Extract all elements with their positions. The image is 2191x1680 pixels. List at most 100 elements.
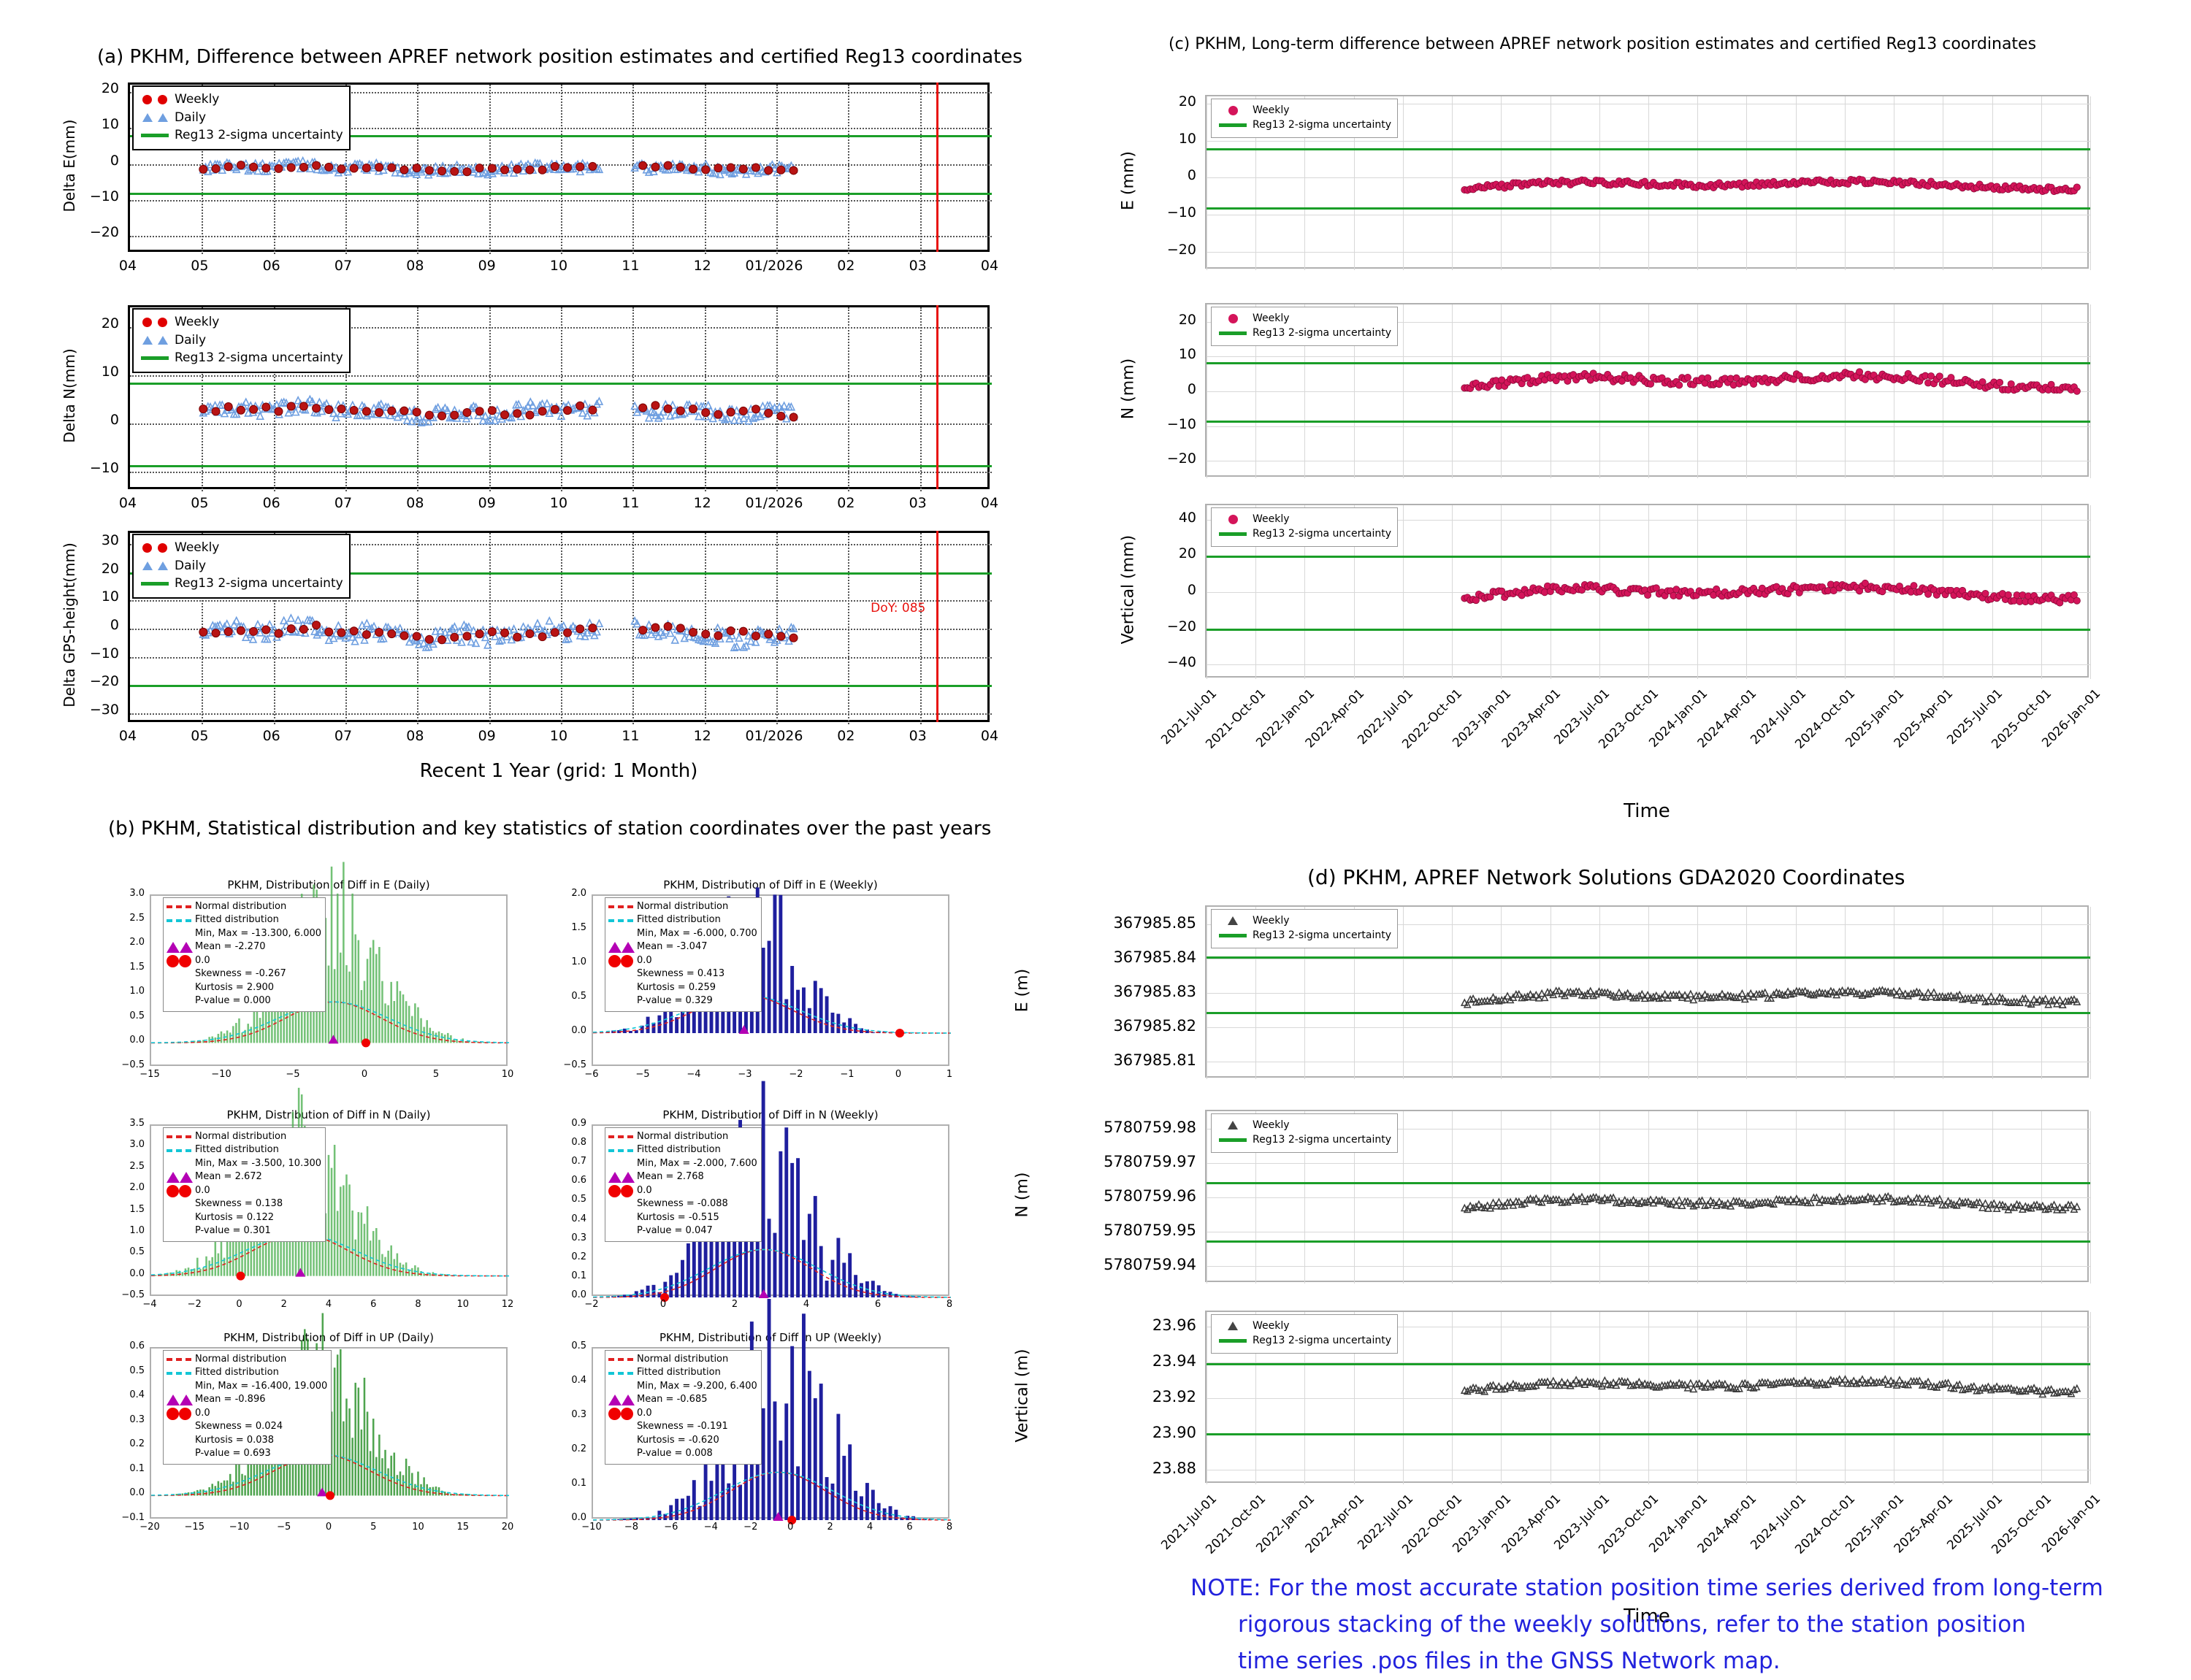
legend-daily: Daily (139, 109, 343, 127)
stats-minmax: Min, Max = -16.400, 19.000 (195, 1380, 327, 1393)
legend-weekly: Weekly (1217, 103, 1391, 118)
legend-label: Weekly (1253, 1319, 1290, 1333)
x-tick-label: 0 (335, 1069, 394, 1080)
panel-b-chart-title-0: PKHM, Distribution of Diff in E (Daily) (150, 878, 508, 891)
stats-normal-row: Normal distribution (608, 1130, 757, 1143)
y-tick-label: 1.5 (104, 1204, 145, 1215)
stats-skewness-row: Skewness = -0.267 (167, 967, 321, 981)
y-tick-label: 0.5 (104, 1246, 145, 1257)
legend-weekly: Weekly (1217, 1319, 1391, 1333)
legend-label: Reg13 2-sigma uncertainty (175, 575, 343, 593)
stats-skewness: Skewness = 0.024 (195, 1420, 283, 1433)
x-tick-label: 2024-Oct-01 (1767, 1492, 1858, 1582)
y-tick-label: 23.90 (1039, 1424, 1196, 1441)
x-tick-label: 2025-Oct-01 (1963, 686, 2054, 777)
x-tick-label: 2021-Oct-01 (1178, 686, 1269, 777)
panel-a-xlabel: Recent 1 Year (grid: 1 Month) (340, 760, 778, 782)
paneld-ylabel-1: N (m) (1014, 1115, 1032, 1276)
x-tick-label: 8 (920, 1522, 979, 1533)
y-tick-label: 0.2 (546, 1443, 586, 1454)
stats-kurtosis-row: Kurtosis = 0.122 (167, 1211, 321, 1224)
stats-zero-row: 0.0 (167, 1184, 321, 1197)
stats-kurtosis: Kurtosis = 0.259 (637, 981, 716, 994)
y-tick-label: 10 (1145, 131, 1196, 147)
y-tick-label: −0.5 (546, 1059, 586, 1070)
y-tick-label: 0.0 (104, 1035, 145, 1046)
stats-fitted-label: Fitted distribution (637, 1143, 721, 1157)
x-tick-label: 2025-Jan-01 (1816, 686, 1907, 777)
y-tick-label: 40 (1145, 510, 1196, 526)
legend-label: Weekly (1253, 913, 1290, 928)
y-tick-label: 3.5 (104, 1118, 145, 1129)
legend-label: Reg13 2-sigma uncertainty (1253, 118, 1391, 132)
stats-pvalue: P-value = 0.000 (195, 994, 271, 1008)
stats-fitted-label: Fitted distribution (195, 913, 279, 927)
x-tick-label: 2024-Jan-01 (1620, 1492, 1710, 1582)
y-tick-label: 5780759.98 (1039, 1119, 1196, 1136)
stats-kurtosis-row: Kurtosis = 2.900 (167, 981, 321, 994)
current-doy-line-2 (936, 531, 938, 722)
y-tick-label: 0.5 (546, 1340, 586, 1351)
y-tick-label: −10 (1145, 416, 1196, 432)
legend-sigma: Reg13 2-sigma uncertainty (139, 349, 343, 367)
stats-minmax: Min, Max = -13.300, 6.000 (195, 927, 321, 940)
stats-normal-row: Normal distribution (167, 1353, 327, 1366)
stats-fitted-label: Fitted distribution (637, 913, 721, 927)
panelc-ylabel-0: E (mm) (1120, 101, 1138, 261)
legend-weekly: Weekly (1217, 1118, 1391, 1132)
stats-pvalue-row: P-value = 0.301 (167, 1224, 321, 1238)
panel-d-title: (d) PKHM, APREF Network Solutions GDA202… (1307, 865, 1905, 889)
panel-a-ylabel-0: Delta E(mm) (61, 71, 78, 261)
stats-zero-row: 0.0 (167, 1407, 327, 1420)
x-tick-label: 8 (920, 1299, 979, 1310)
current-doy-line-1 (936, 305, 938, 489)
y-tick-label: −10 (1145, 204, 1196, 220)
stats-pvalue-row: P-value = 0.000 (167, 994, 321, 1008)
gridline-v (2090, 1312, 2091, 1484)
x-tick-label: 2021-Jul-01 (1129, 1492, 1220, 1582)
legend-label: Daily (175, 331, 206, 350)
stats-zero-row: 0.0 (608, 1184, 757, 1197)
y-tick-label: 0.5 (104, 1365, 145, 1376)
stats-zero-label: 0.0 (637, 1184, 652, 1197)
x-tick-label: 20 (478, 1522, 537, 1533)
y-tick-label: 23.88 (1039, 1460, 1196, 1477)
y-tick-label: 0.0 (546, 1512, 586, 1523)
stats-normal-row: Normal distribution (167, 900, 321, 913)
y-tick-label: 0.0 (546, 1289, 586, 1300)
x-tick-label: 2 (706, 1299, 764, 1310)
paneld-ylabel-0: E (m) (1014, 910, 1032, 1071)
stats-normal-row: Normal distribution (167, 1130, 321, 1143)
stats-kurtosis: Kurtosis = -0.620 (637, 1434, 719, 1447)
gridline-v (2090, 96, 2091, 270)
x-tick-label: 2023-Jan-01 (1423, 1492, 1514, 1582)
x-tick-label: 2022-Apr-01 (1276, 1492, 1366, 1582)
stats-normal-label: Normal distribution (195, 1130, 286, 1143)
gridline-v (2090, 907, 2091, 1079)
x-tick-label: 10 (478, 1069, 537, 1080)
x-tick-label: 2023-Apr-01 (1472, 686, 1563, 777)
x-tick-label: 4 (777, 1299, 836, 1310)
x-tick-label: −5 (613, 1069, 672, 1080)
note-line-1: NOTE: For the most accurate station posi… (1190, 1570, 2103, 1606)
y-tick-label: 23.94 (1039, 1352, 1196, 1370)
x-tick-label: 04 (946, 728, 1033, 744)
y-tick-label: 0.2 (546, 1251, 586, 1262)
panel-a-title: (a) PKHM, Difference between APREF netwo… (97, 46, 1022, 68)
stats-pvalue-row: P-value = 0.008 (608, 1447, 757, 1460)
y-tick-label: −0.1 (104, 1512, 145, 1523)
stats-pvalue: P-value = 0.008 (637, 1447, 713, 1460)
x-tick-label: 2022-Jul-01 (1326, 1492, 1416, 1582)
y-tick-label: 0.4 (104, 1389, 145, 1400)
stats-minmax: Min, Max = -2.000, 7.600 (637, 1157, 757, 1170)
stats-fitted-row: Fitted distribution (167, 913, 321, 927)
x-tick-label: 2024-Jul-01 (1718, 686, 1808, 777)
y-tick-label: 2.5 (104, 1161, 145, 1172)
stats-zero-label: 0.0 (195, 1184, 210, 1197)
